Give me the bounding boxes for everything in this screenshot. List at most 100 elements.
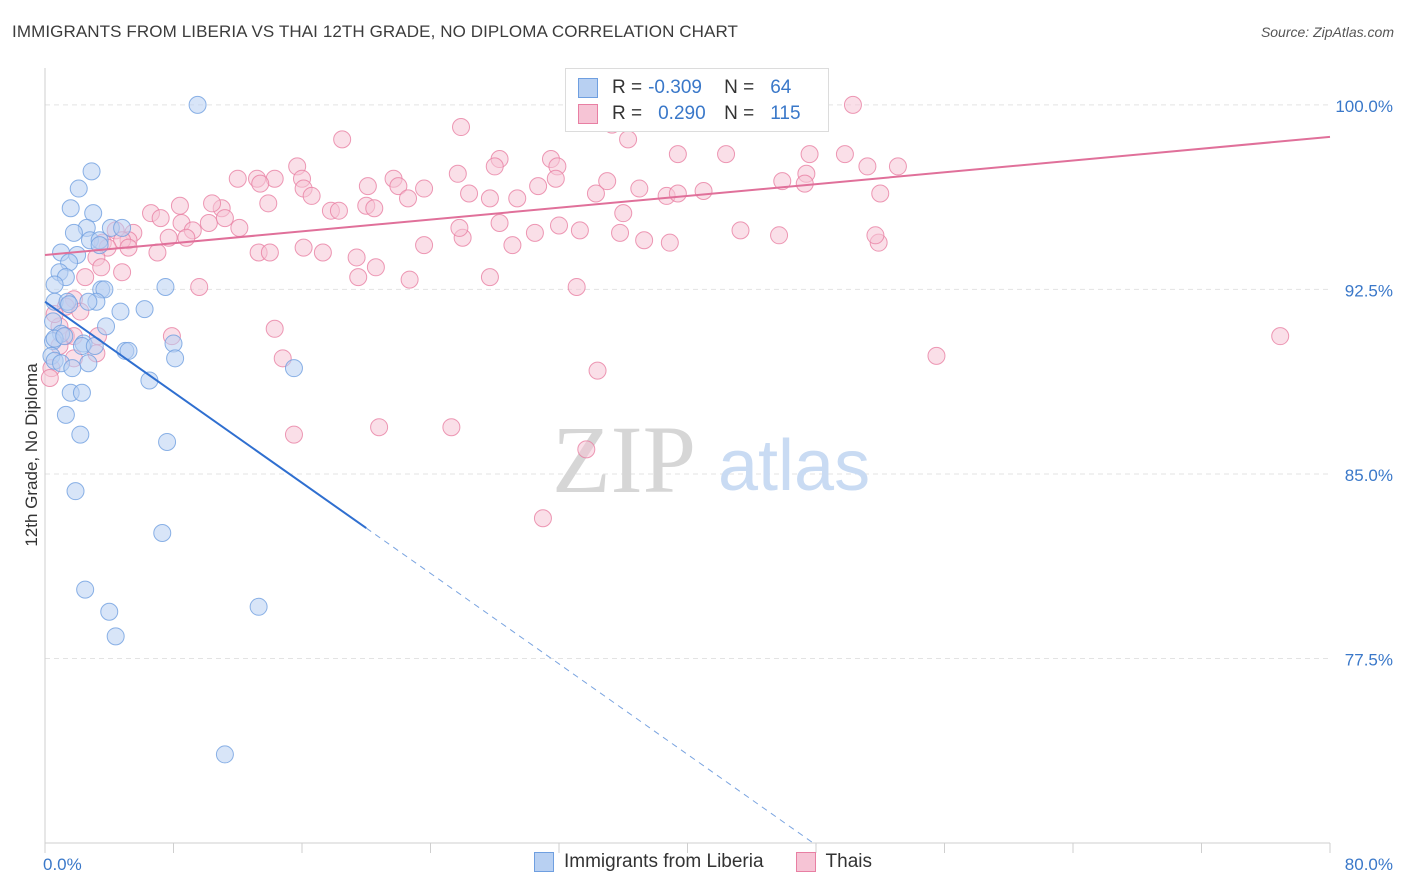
point-liberia (72, 383, 91, 402)
point-thais (151, 209, 170, 228)
point-thais (619, 130, 638, 149)
point-thais (508, 189, 527, 208)
point-thais (800, 145, 819, 164)
point-thais (365, 199, 384, 218)
legend-r-value: 0.290 (658, 103, 706, 124)
point-liberia (113, 218, 132, 237)
point-liberia (76, 580, 95, 599)
trendline-liberia (44, 300, 367, 529)
point-liberia (111, 302, 130, 321)
legend-n-label: N = (724, 103, 755, 124)
point-thais (586, 184, 605, 203)
point-thais (694, 182, 713, 201)
point-thais (927, 346, 946, 365)
correlation-legend: R = -0.309 N = 64 R = 0.290 N = 115 (565, 68, 829, 132)
point-thais (448, 164, 467, 183)
legend-swatch-pink (795, 852, 816, 872)
point-thais (843, 95, 862, 114)
point-thais (389, 177, 408, 196)
point-thais (835, 145, 854, 164)
legend-item-thais[interactable]: Thais (795, 851, 872, 873)
point-thais (415, 236, 434, 255)
legend-n-value: 64 (770, 77, 792, 98)
point-thais (259, 194, 278, 213)
point-thais (370, 418, 389, 437)
point-thais (159, 228, 178, 247)
point-thais (668, 145, 687, 164)
y-axis-label: 12th Grade, No Diploma (22, 363, 41, 547)
y-tick-label: 100.0% (1335, 97, 1393, 116)
point-thais (76, 268, 95, 287)
point-thais (329, 201, 348, 220)
legend-item-liberia[interactable]: Immigrants from Liberia (533, 851, 764, 873)
point-thais (415, 179, 434, 198)
point-thais (399, 189, 418, 208)
point-thais (251, 174, 270, 193)
point-thais (598, 172, 617, 191)
point-thais (265, 319, 284, 338)
point-thais (450, 218, 469, 237)
legend-swatch-pink (578, 104, 598, 124)
point-thais (349, 268, 368, 287)
y-tick-label: 77.5% (1345, 650, 1393, 669)
point-liberia (97, 317, 116, 336)
point-thais (400, 270, 419, 289)
point-thais (529, 177, 548, 196)
point-liberia (71, 425, 90, 444)
point-liberia (66, 482, 85, 501)
point-thais (333, 130, 352, 149)
point-liberia (188, 95, 207, 114)
point-thais (770, 226, 789, 245)
point-thais (260, 243, 279, 262)
chart-title: IMMIGRANTS FROM LIBERIA VS THAI 12TH GRA… (12, 22, 739, 41)
y-tick-label: 85.0% (1345, 466, 1393, 485)
point-thais (170, 196, 189, 215)
legend-row-liberia: R = -0.309 N = 64 (578, 75, 791, 101)
legend-row-thais: R = 0.290 N = 115 (578, 101, 801, 127)
point-thais (203, 194, 222, 213)
point-liberia (100, 602, 119, 621)
point-liberia (63, 359, 82, 378)
point-thais (717, 145, 736, 164)
y-tick-label: 92.5% (1345, 281, 1393, 300)
series-legend: Immigrants from Liberia Thais (0, 851, 1406, 873)
legend-r-label: R = (612, 77, 643, 98)
point-thais (888, 157, 907, 176)
point-thais (668, 184, 687, 203)
point-thais (480, 268, 499, 287)
point-liberia (79, 292, 98, 311)
point-thais (546, 169, 565, 188)
point-thais (871, 184, 890, 203)
point-thais (611, 223, 630, 242)
point-liberia (60, 295, 79, 314)
point-thais (570, 221, 589, 240)
point-thais (485, 157, 504, 176)
point-thais (442, 418, 461, 437)
point-thais (525, 223, 544, 242)
point-thais (452, 118, 471, 137)
point-liberia (82, 162, 101, 181)
point-thais (313, 243, 332, 262)
point-thais (1271, 327, 1290, 346)
trendline-liberia-extension (365, 527, 817, 846)
trendline-thais (44, 135, 1331, 256)
point-thais (190, 277, 209, 296)
point-liberia (158, 432, 177, 451)
x-tick-label-max: 80.0% (1345, 855, 1393, 874)
watermark-zip: ZIP (552, 406, 696, 513)
point-liberia (56, 405, 75, 424)
legend-swatch-blue (533, 852, 554, 872)
point-thais (40, 369, 59, 387)
legend-n-label: N = (724, 77, 755, 98)
point-liberia (249, 597, 268, 616)
point-liberia (55, 327, 74, 346)
chart-source: Source: ZipAtlas.com (1260, 24, 1394, 40)
legend-r-label: R = (612, 103, 643, 124)
point-thais (113, 263, 132, 282)
point-liberia (106, 627, 125, 646)
point-thais (366, 258, 385, 277)
point-thais (588, 361, 607, 380)
point-liberia (61, 199, 80, 218)
point-thais (866, 226, 885, 245)
point-thais (773, 172, 792, 191)
